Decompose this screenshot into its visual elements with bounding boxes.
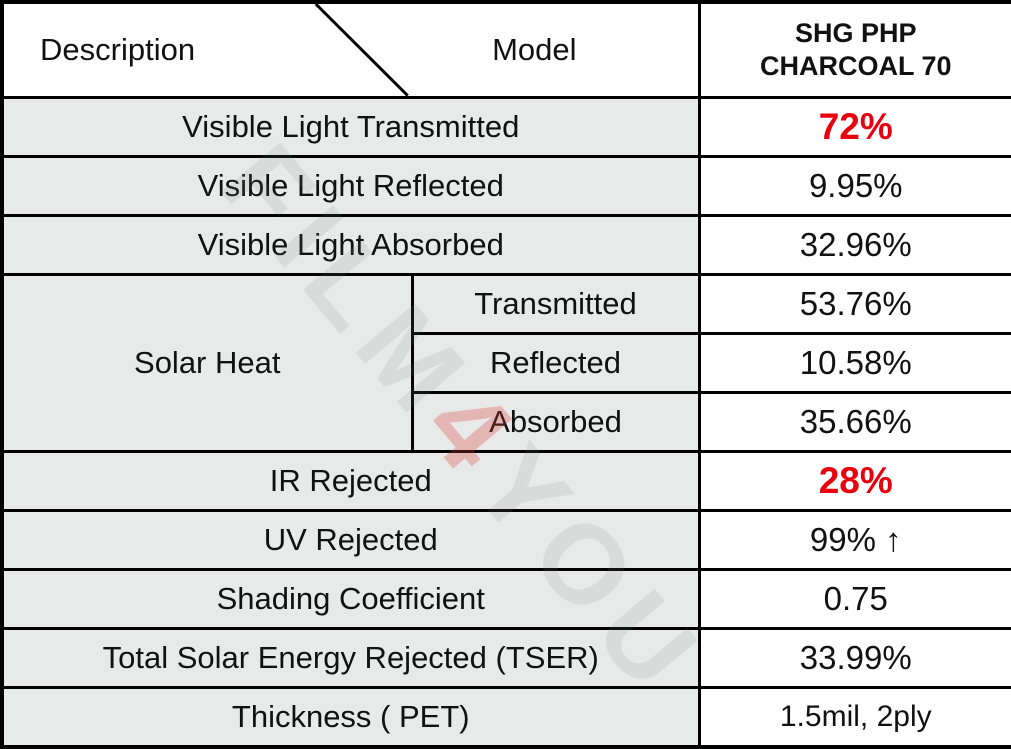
table-row: UV Rejected 99% ↑ — [0, 509, 1011, 572]
row-sublabel-solar-heat-transmitted: Transmitted — [410, 272, 701, 335]
row-value-visible-light-reflected: 9.95% — [697, 154, 1011, 217]
row-label-tser: Total Solar Energy Rejected (TSER) — [0, 627, 701, 690]
row-value-solar-heat-transmitted: 53.76% — [697, 272, 1011, 335]
row-value-solar-heat-absorbed: 35.66% — [697, 391, 1011, 454]
header-inner: Description Model — [10, 4, 692, 96]
table-row: Solar Heat Transmitted 53.76% — [0, 272, 1011, 454]
row-label-uv-rejected: UV Rejected — [0, 509, 701, 572]
table-row: Visible Light Transmitted 72% — [0, 95, 1011, 158]
header-description-model-cell: Description Model — [0, 0, 701, 99]
row-value-uv-rejected: 99% ↑ — [697, 509, 1011, 572]
table-row: Absorbed 35.66% — [2, 391, 1011, 454]
row-label-shading-coefficient: Shading Coefficient — [0, 568, 701, 631]
table-row: Shading Coefficient 0.75 — [0, 568, 1011, 631]
header-diagonal-line — [314, 4, 409, 96]
table-row: Reflected 10.58% — [2, 331, 1011, 395]
row-label-thickness: Thickness ( PET) — [0, 686, 701, 749]
table-row: Thickness ( PET) 1.5mil, 2ply — [0, 686, 1011, 749]
row-group-solar-heat: Solar Heat — [0, 272, 414, 454]
description-label: Description — [40, 31, 196, 67]
table-row: Visible Light Reflected 9.95% — [0, 154, 1011, 217]
row-sublabel-solar-heat-reflected: Reflected — [410, 331, 701, 395]
row-label-visible-light-absorbed: Visible Light Absorbed — [0, 213, 701, 276]
row-label-ir-rejected: IR Rejected — [0, 450, 701, 513]
table-row: Visible Light Absorbed 32.96% — [0, 213, 1011, 276]
table-row: Total Solar Energy Rejected (TSER) 33.99… — [0, 627, 1011, 690]
row-label-visible-light-transmitted: Visible Light Transmitted — [0, 95, 701, 158]
row-label-visible-light-reflected: Visible Light Reflected — [0, 154, 701, 217]
row-sublabel-solar-heat-absorbed: Absorbed — [410, 391, 701, 454]
row-value-visible-light-transmitted: 72% — [697, 95, 1011, 158]
model-label: Model — [492, 31, 577, 67]
model-name-cell: SHG PHP CHARCOAL 70 — [697, 0, 1011, 99]
row-value-solar-heat-reflected: 10.58% — [697, 331, 1011, 395]
header-row: Description Model SHG PHP CHARCOAL 70 — [0, 0, 1011, 99]
row-value-ir-rejected: 28% — [697, 450, 1011, 513]
row-value-tser: 33.99% — [697, 627, 1011, 690]
row-value-visible-light-absorbed: 32.96% — [697, 213, 1011, 276]
model-name: SHG PHP CHARCOAL 70 — [759, 18, 952, 81]
row-value-shading-coefficient: 0.75 — [697, 568, 1011, 631]
table-row: IR Rejected 28% — [0, 450, 1011, 513]
row-value-thickness: 1.5mil, 2ply — [697, 686, 1011, 749]
